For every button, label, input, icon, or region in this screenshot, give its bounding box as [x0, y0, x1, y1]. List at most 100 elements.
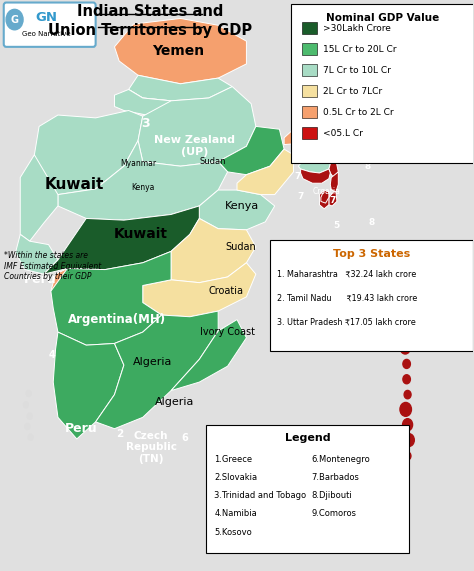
FancyBboxPatch shape [270, 240, 473, 351]
Text: 7.Barbados: 7.Barbados [311, 473, 359, 482]
Text: Kenya: Kenya [131, 183, 155, 192]
Text: 7L Cr to 10L Cr: 7L Cr to 10L Cr [323, 66, 391, 75]
Polygon shape [308, 138, 341, 160]
Text: Sudan: Sudan [199, 157, 226, 166]
Text: >30Lakh Crore: >30Lakh Crore [323, 23, 391, 33]
Text: Yemen: Yemen [152, 45, 204, 58]
Text: Kuwait: Kuwait [113, 227, 167, 242]
Polygon shape [58, 140, 228, 220]
Text: 8.Djibouti: 8.Djibouti [311, 491, 352, 500]
Polygon shape [237, 149, 293, 195]
FancyBboxPatch shape [206, 425, 409, 553]
Text: G: G [10, 15, 18, 25]
Circle shape [402, 419, 412, 431]
Text: Peru: Peru [24, 274, 56, 286]
Text: 7: 7 [297, 192, 303, 202]
Text: <05.L Cr: <05.L Cr [323, 128, 363, 138]
Text: Croatia: Croatia [208, 286, 243, 296]
FancyBboxPatch shape [302, 43, 317, 55]
Polygon shape [293, 150, 303, 162]
FancyBboxPatch shape [291, 4, 474, 163]
Text: Kenya: Kenya [225, 201, 259, 211]
Text: Kuwait: Kuwait [45, 177, 104, 192]
Text: Sudan: Sudan [226, 242, 256, 252]
Text: 4.Namibia: 4.Namibia [214, 509, 257, 518]
Polygon shape [329, 160, 338, 178]
Circle shape [23, 401, 29, 408]
Circle shape [398, 312, 410, 327]
Text: 3. Uttar Pradesh ₹17.05 lakh crore: 3. Uttar Pradesh ₹17.05 lakh crore [277, 318, 416, 327]
Text: 1: 1 [269, 262, 278, 275]
Text: 0.5L Cr to 2L Cr: 0.5L Cr to 2L Cr [323, 108, 393, 116]
Circle shape [25, 423, 30, 430]
Polygon shape [330, 172, 338, 192]
Polygon shape [138, 87, 256, 166]
Polygon shape [143, 263, 256, 317]
Circle shape [27, 413, 33, 420]
Circle shape [6, 9, 23, 30]
Text: 8: 8 [368, 219, 374, 227]
Text: 7: 7 [294, 172, 301, 181]
Text: Geo Narrative: Geo Narrative [22, 31, 71, 37]
Polygon shape [218, 126, 284, 175]
Circle shape [400, 342, 410, 354]
FancyBboxPatch shape [302, 64, 317, 77]
Text: Myanmar: Myanmar [120, 159, 156, 168]
Polygon shape [44, 206, 199, 274]
Text: 3.Trinidad and Tobago: 3.Trinidad and Tobago [214, 491, 307, 500]
Circle shape [28, 434, 34, 441]
Polygon shape [35, 110, 143, 195]
Text: *Within the states are
IMF Estimated Equivalent
Countries by their GDP: *Within the states are IMF Estimated Equ… [4, 251, 101, 281]
Text: Czech
Republic
(TN): Czech Republic (TN) [126, 431, 177, 464]
Text: 4: 4 [48, 350, 55, 360]
FancyBboxPatch shape [302, 127, 317, 139]
Circle shape [404, 433, 414, 447]
Polygon shape [115, 90, 171, 116]
Polygon shape [20, 155, 58, 241]
Circle shape [403, 359, 410, 368]
Circle shape [404, 391, 411, 399]
Polygon shape [171, 219, 256, 283]
Text: Peru: Peru [65, 422, 98, 435]
Text: Algeria: Algeria [155, 397, 194, 407]
Circle shape [398, 297, 406, 308]
Circle shape [400, 403, 411, 416]
Polygon shape [319, 190, 329, 209]
FancyBboxPatch shape [302, 22, 317, 34]
Text: 7: 7 [329, 196, 336, 205]
Polygon shape [329, 192, 337, 206]
Text: 15L Cr to 20L Cr: 15L Cr to 20L Cr [323, 45, 396, 54]
Text: Croatia: Croatia [312, 187, 340, 196]
Text: 6: 6 [182, 433, 189, 443]
FancyBboxPatch shape [302, 106, 317, 118]
Text: New Zealand
(UP): New Zealand (UP) [154, 135, 235, 157]
Polygon shape [199, 190, 275, 230]
Polygon shape [298, 155, 331, 173]
Circle shape [404, 452, 411, 460]
Text: 6.Montenegro: 6.Montenegro [311, 455, 370, 464]
Polygon shape [51, 268, 67, 291]
Polygon shape [115, 18, 246, 84]
Polygon shape [53, 332, 124, 439]
Circle shape [398, 327, 409, 340]
Text: Indian States and
Union Territories by GDP: Indian States and Union Territories by G… [48, 3, 252, 38]
Text: 2. Tamil Nadu      ₹19.43 lakh crore: 2. Tamil Nadu ₹19.43 lakh crore [277, 294, 417, 303]
Text: 2: 2 [117, 429, 124, 439]
Text: GN: GN [35, 11, 57, 24]
Polygon shape [128, 90, 190, 116]
Polygon shape [301, 169, 330, 183]
Text: Ivory Coast: Ivory Coast [200, 327, 255, 337]
Text: 1. Maharashtra   ₹32.24 lakh crore: 1. Maharashtra ₹32.24 lakh crore [277, 270, 416, 279]
Polygon shape [96, 311, 218, 429]
FancyBboxPatch shape [302, 85, 317, 98]
Polygon shape [171, 320, 246, 391]
Text: 9: 9 [408, 339, 415, 348]
Text: Legend: Legend [285, 433, 330, 443]
Polygon shape [16, 234, 58, 274]
Text: 5: 5 [333, 222, 339, 230]
Text: 5.Kosovo: 5.Kosovo [214, 528, 252, 537]
Polygon shape [128, 75, 232, 101]
Circle shape [403, 375, 410, 384]
Text: 2L Cr to 7LCr: 2L Cr to 7LCr [323, 87, 382, 96]
Text: Nominal GDP Value: Nominal GDP Value [327, 13, 440, 23]
